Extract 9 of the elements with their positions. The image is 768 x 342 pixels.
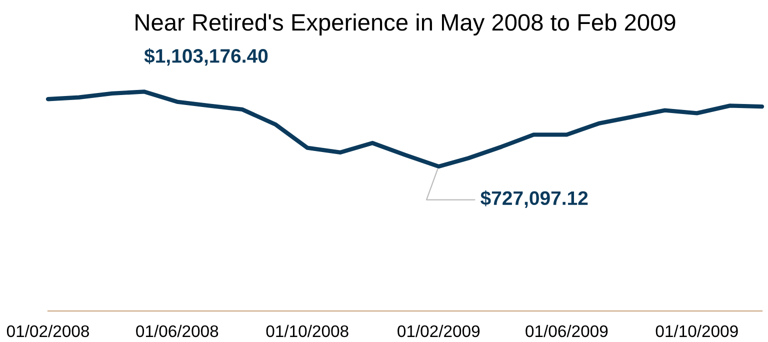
- x-tick-label: 01/06/2008: [136, 324, 218, 338]
- x-tick-label: 01/02/2009: [398, 324, 480, 338]
- annotation: $727,097.12: [480, 190, 588, 208]
- x-tick-label: 01/06/2009: [526, 324, 608, 338]
- x-tick-label: 01/10/2008: [266, 324, 348, 338]
- chart-title: Near Retired's Experience in May 2008 to Feb 2009: [136, 13, 676, 36]
- annotation: $1,103,176.40: [144, 48, 268, 66]
- x-tick-label: 01/02/2008: [6, 324, 89, 338]
- x-tick-label: 01/10/2009: [656, 324, 738, 338]
